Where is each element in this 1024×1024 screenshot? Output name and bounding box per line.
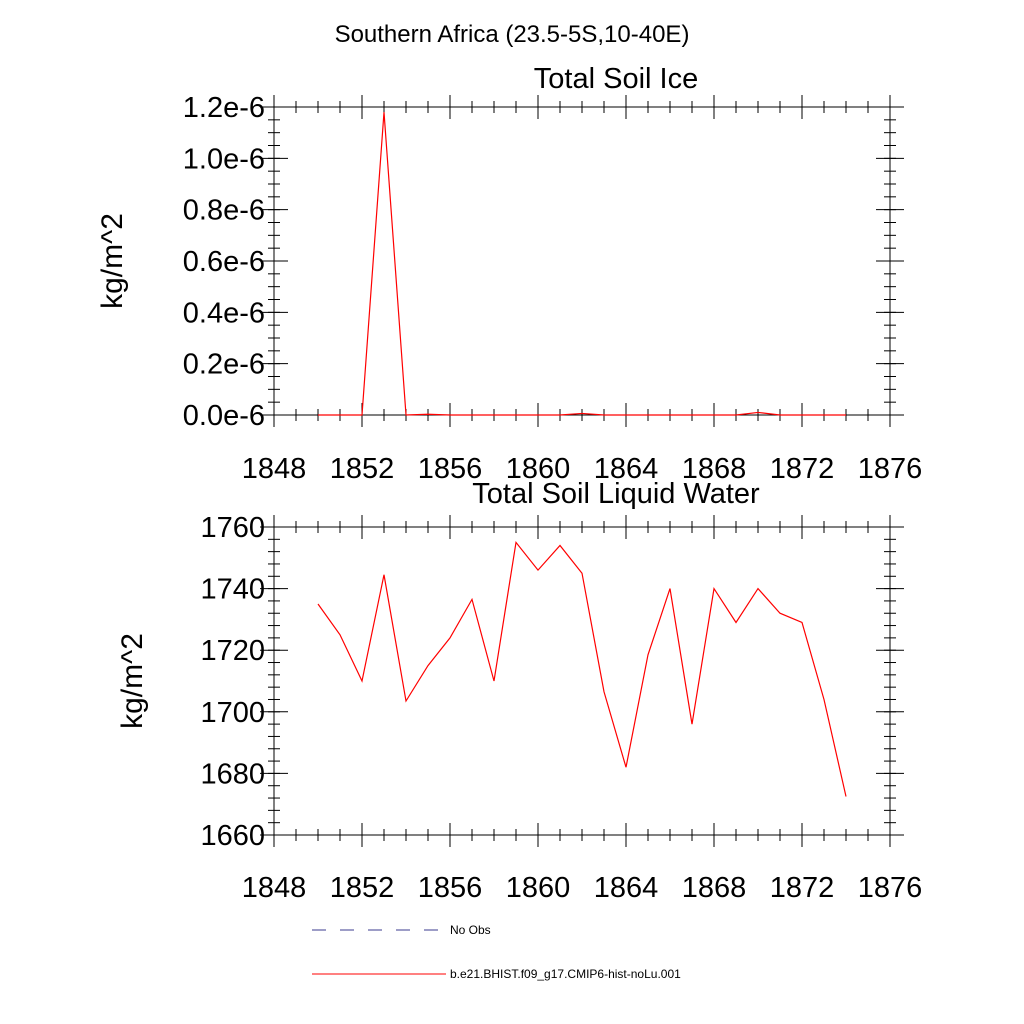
legend-model-label: b.e21.BHIST.f09_g17.CMIP6-hist-noLu.001 [450, 967, 681, 981]
soil-ice-y-tick-label: 0.6e-6 [183, 246, 265, 278]
legend: No Obs b.e21.BHIST.f09_g17.CMIP6-hist-no… [312, 923, 681, 981]
soil-liquid-water-x-tick-label: 1872 [770, 872, 835, 904]
soil-ice-y-tick-label: 1.0e-6 [183, 143, 265, 175]
legend-obs-label: No Obs [450, 923, 491, 937]
soil-liquid-water-x-tick-label: 1852 [330, 872, 395, 904]
soil-liquid-water-title: Total Soil Liquid Water [472, 478, 760, 510]
soil-ice-y-tick-label: 0.4e-6 [183, 297, 265, 329]
soil-ice-y-tick-label: 0.0e-6 [183, 400, 265, 432]
soil-liquid-water-y-tick-label: 1680 [200, 758, 265, 790]
figure-title: Southern Africa (23.5-5S,10-40E) [335, 21, 690, 48]
soil-ice-x-tick-label: 1856 [418, 453, 483, 485]
soil-ice-y-tick-label: 1.2e-6 [183, 92, 265, 124]
soil-liquid-water-y-axis-label: kg/m^2 [116, 633, 149, 729]
soil-liquid-water-y-tick-label: 1660 [200, 820, 265, 852]
soil-ice-title: Total Soil Ice [534, 63, 698, 95]
soil-ice-x-tick-label: 1872 [770, 453, 835, 485]
soil-liquid-water-y-tick-label: 1740 [200, 574, 265, 606]
soil-ice-x-tick-label: 1876 [858, 453, 923, 485]
soil-ice-plot-frame [273, 106, 891, 416]
soil-liquid-water-x-tick-label: 1860 [506, 872, 571, 904]
soil-ice-x-tick-label: 1864 [594, 453, 659, 485]
soil-ice-y-tick-label: 0.2e-6 [183, 349, 265, 381]
soil-liquid-water-panel: Total Soil Liquid Water kg/m^2 1848 1852 185… [116, 478, 922, 904]
soil-ice-panel: Total Soil Ice kg/m^2 1848 1852 1856 1860 1864… [96, 63, 922, 485]
soil-liquid-water-y-tick-label: 1700 [200, 697, 265, 729]
soil-liquid-water-x-tick-label: 1876 [858, 872, 923, 904]
soil-ice-x-tick-label: 1860 [506, 453, 571, 485]
soil-ice-x-tick-label: 1852 [330, 453, 395, 485]
soil-ice-x-tick-label: 1868 [682, 453, 747, 485]
soil-ice-y-tick-label: 0.8e-6 [183, 195, 265, 227]
soil-liquid-water-x-tick-label: 1868 [682, 872, 747, 904]
soil-liquid-water-series-line [317, 540, 847, 797]
soil-ice-y-axis-label: kg/m^2 [96, 213, 129, 309]
soil-liquid-water-x-tick-label: 1864 [594, 872, 659, 904]
soil-liquid-water-x-tick-label: 1856 [418, 872, 483, 904]
soil-liquid-water-y-tick-label: 1760 [200, 512, 265, 544]
soil-ice-series-line [318, 112, 846, 416]
soil-liquid-water-x-tick-label: 1848 [242, 872, 307, 904]
soil-ice-x-tick-label: 1848 [242, 453, 307, 485]
soil-liquid-water-y-tick-label: 1720 [200, 635, 265, 667]
